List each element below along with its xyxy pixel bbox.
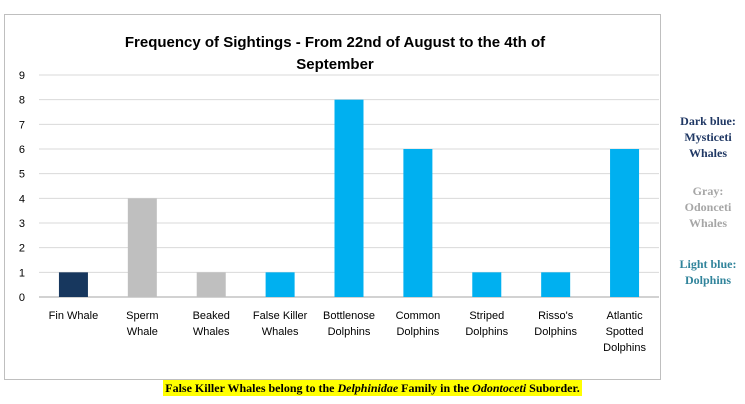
x-axis-ticks: Fin Whale Sperm Whale Beaked Whales False Kil… <box>49 310 647 354</box>
legend-note-line: Light blue: <box>679 257 737 271</box>
bars <box>58 99 640 298</box>
footnote-suborder: Odontoceti <box>472 381 527 395</box>
legend-note-line: Whales <box>688 146 727 160</box>
legend-note-gray: Gray: Odonceti Whales <box>672 183 744 231</box>
bar <box>334 99 364 298</box>
bar <box>472 272 502 297</box>
x-tick-label: Bottlenose Dolphins <box>323 310 375 338</box>
legend-note-line: Dark blue: <box>680 114 736 128</box>
x-tick-label: False Killer Whales <box>253 310 308 338</box>
y-tick-label: 0 <box>19 292 25 304</box>
bar <box>610 149 640 297</box>
footnote-family: Delphinidae <box>337 381 399 395</box>
chart-title: Frequency of Sightings - From 22nd of Au… <box>125 34 546 73</box>
y-tick-label: 7 <box>19 119 25 131</box>
x-tick-label: Sperm Whale <box>126 310 158 338</box>
footnote-highlight: False Killer Whales belong to the Delphi… <box>163 380 582 396</box>
footnote-middle: Family in the <box>398 381 473 395</box>
x-tick-label: Common Dolphins <box>396 310 441 338</box>
x-tick-label: Beaked Whales <box>193 310 230 338</box>
y-tick-label: 9 <box>19 70 25 82</box>
bar <box>127 198 157 297</box>
x-tick-label: Fin Whale <box>49 310 99 322</box>
y-tick-label: 1 <box>19 267 25 279</box>
legend-note-line: Odonceti <box>684 200 732 214</box>
footnote-suffix: Suborder. <box>526 381 580 395</box>
footnote-prefix: False Killer Whales belong to the <box>165 381 338 395</box>
legend-note-line: Dolphins <box>684 273 732 287</box>
x-tick-label: Risso's Dolphins <box>534 310 577 338</box>
y-tick-label: 4 <box>19 193 25 205</box>
bar <box>196 272 226 297</box>
chart-title-line: September <box>296 56 374 73</box>
legend-note-line: Mysticeti <box>684 130 732 144</box>
y-tick-label: 8 <box>19 95 25 107</box>
x-tick-label: Atlantic Spotted Dolphins <box>603 310 646 354</box>
legend-note-line: Gray: <box>692 184 724 198</box>
chart-frame: Frequency of Sightings - From 22nd of Au… <box>4 14 661 380</box>
legend-note-dark-blue: Dark blue: Mysticeti Whales <box>672 113 744 161</box>
y-tick-label: 3 <box>19 218 25 230</box>
bar <box>541 272 571 297</box>
bar <box>265 272 295 297</box>
footnote: False Killer Whales belong to the Delphi… <box>0 379 745 397</box>
legend-note-light-blue: Light blue: Dolphins <box>672 256 744 288</box>
y-axis-ticks: 0 1 2 3 4 5 6 7 8 9 <box>19 70 25 304</box>
y-tick-label: 2 <box>19 243 25 255</box>
y-tick-label: 6 <box>19 144 25 156</box>
bar <box>58 272 88 297</box>
legend-note-line: Whales <box>688 216 727 230</box>
bar-chart: Frequency of Sightings - From 22nd of Au… <box>19 34 659 354</box>
y-tick-label: 5 <box>19 169 25 181</box>
chart-title-line: Frequency of Sightings - From 22nd of Au… <box>125 34 546 51</box>
x-tick-label: Striped Dolphins <box>465 310 508 338</box>
bar <box>403 149 433 297</box>
